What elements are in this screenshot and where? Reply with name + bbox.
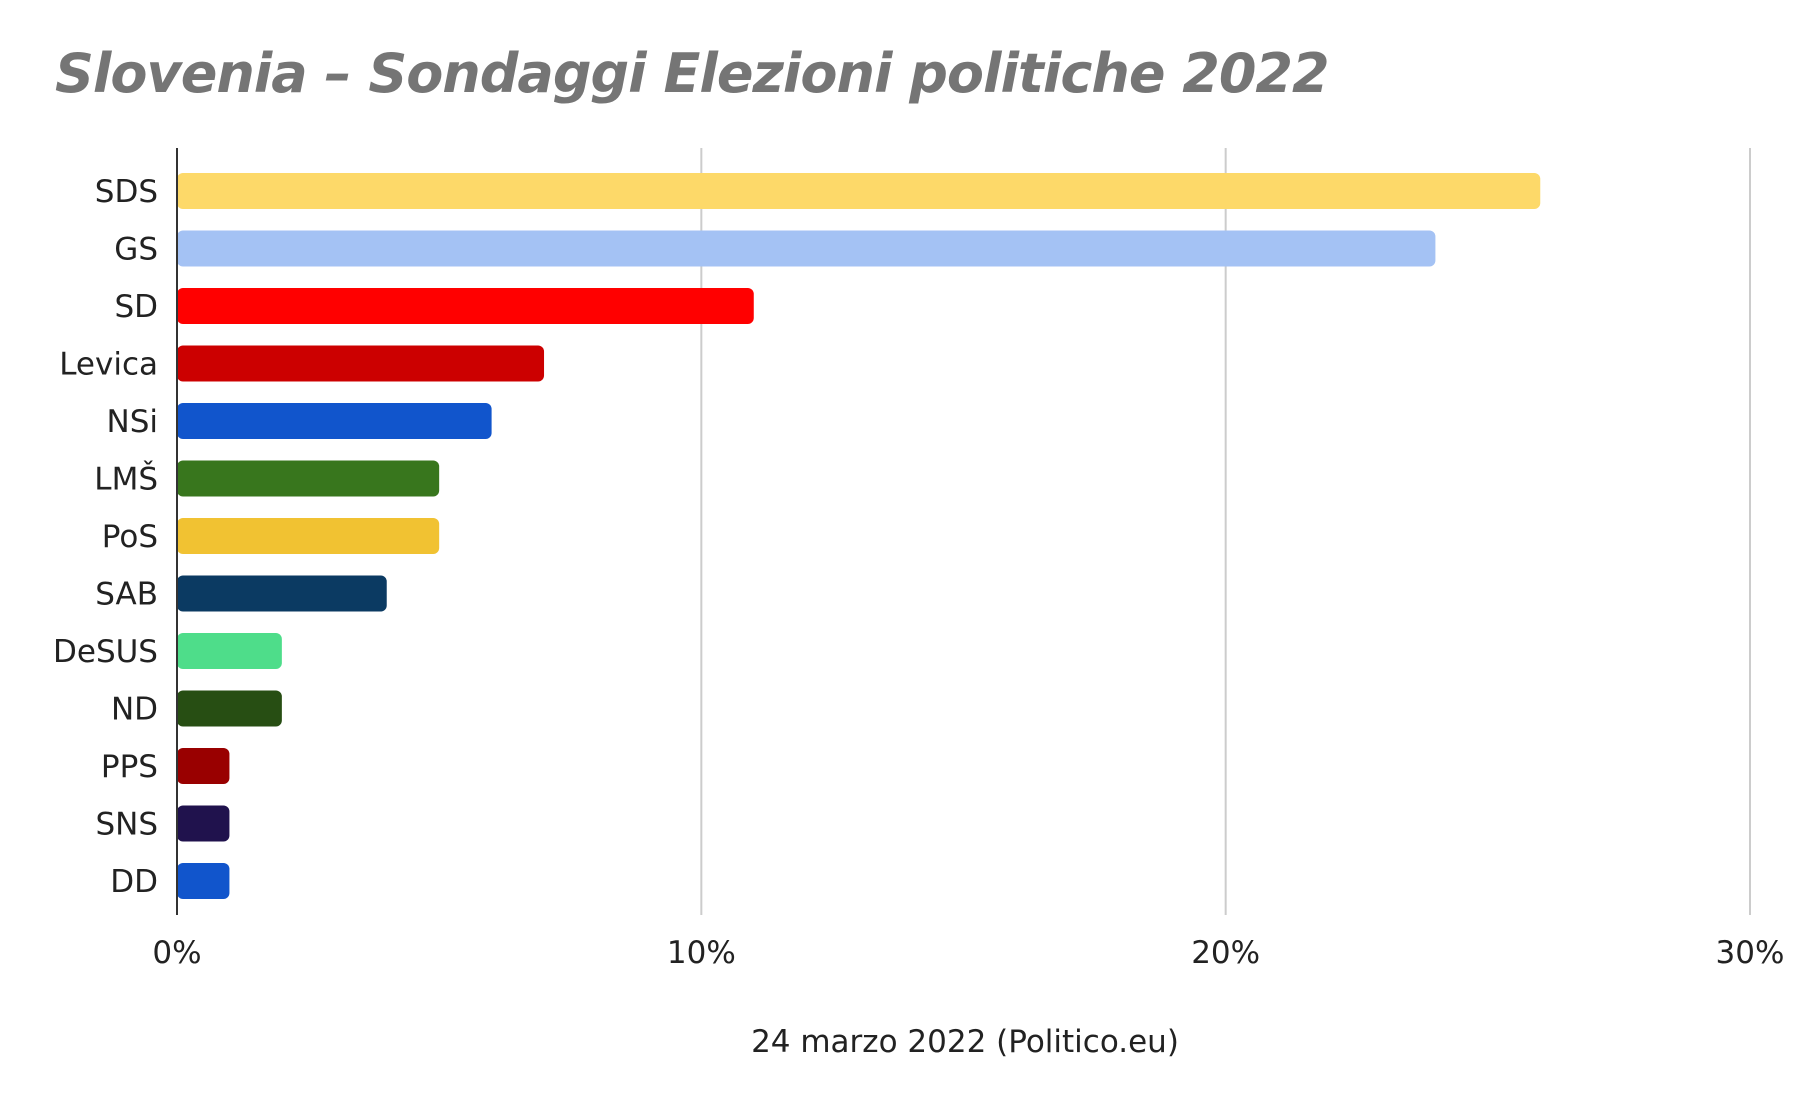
bar-sns [177, 805, 230, 842]
bars [177, 173, 1541, 899]
gridlines [700, 148, 1751, 915]
category-label: GS [114, 232, 158, 268]
bar-lmš [177, 460, 440, 497]
category-label: Levica [59, 347, 158, 383]
x-tick-label: 30% [1716, 935, 1785, 971]
chart-title: Slovenia – Sondaggi Elezioni politiche 2… [55, 42, 1330, 105]
category-label: ND [111, 692, 158, 728]
category-label: LMŠ [94, 461, 158, 498]
bar-sab [177, 575, 387, 612]
bar-levica [177, 345, 545, 382]
category-labels: SDS GS SD Levica NSi LMŠ PoS SAB DeSUS ND PPS SNS DD [53, 174, 158, 900]
x-tick-labels: 0% 10% 20% 30% [152, 935, 1784, 971]
bar-pps [177, 748, 230, 784]
category-label: PoS [102, 519, 158, 555]
category-label: SD [114, 289, 158, 325]
x-tick-label: 10% [667, 935, 736, 971]
category-label: PPS [101, 749, 158, 785]
bar-sd [177, 288, 754, 324]
bar-nd [177, 690, 282, 727]
x-axis-label: 24 marzo 2022 (Politico.eu) [751, 1024, 1179, 1060]
x-tick-label: 20% [1191, 935, 1260, 971]
category-label: DeSUS [53, 634, 158, 670]
category-label: SAB [95, 577, 158, 613]
bar-dd [177, 863, 230, 899]
bar-desus [177, 633, 282, 669]
category-label: NSi [107, 404, 158, 440]
category-label: DD [110, 864, 158, 900]
x-tick-label: 0% [152, 935, 201, 971]
bar-pos [177, 518, 440, 554]
category-label: SNS [95, 807, 158, 843]
category-label: SDS [95, 174, 158, 210]
bar-gs [177, 230, 1436, 267]
bar-nsi [177, 403, 492, 439]
bar-sds [177, 173, 1541, 209]
